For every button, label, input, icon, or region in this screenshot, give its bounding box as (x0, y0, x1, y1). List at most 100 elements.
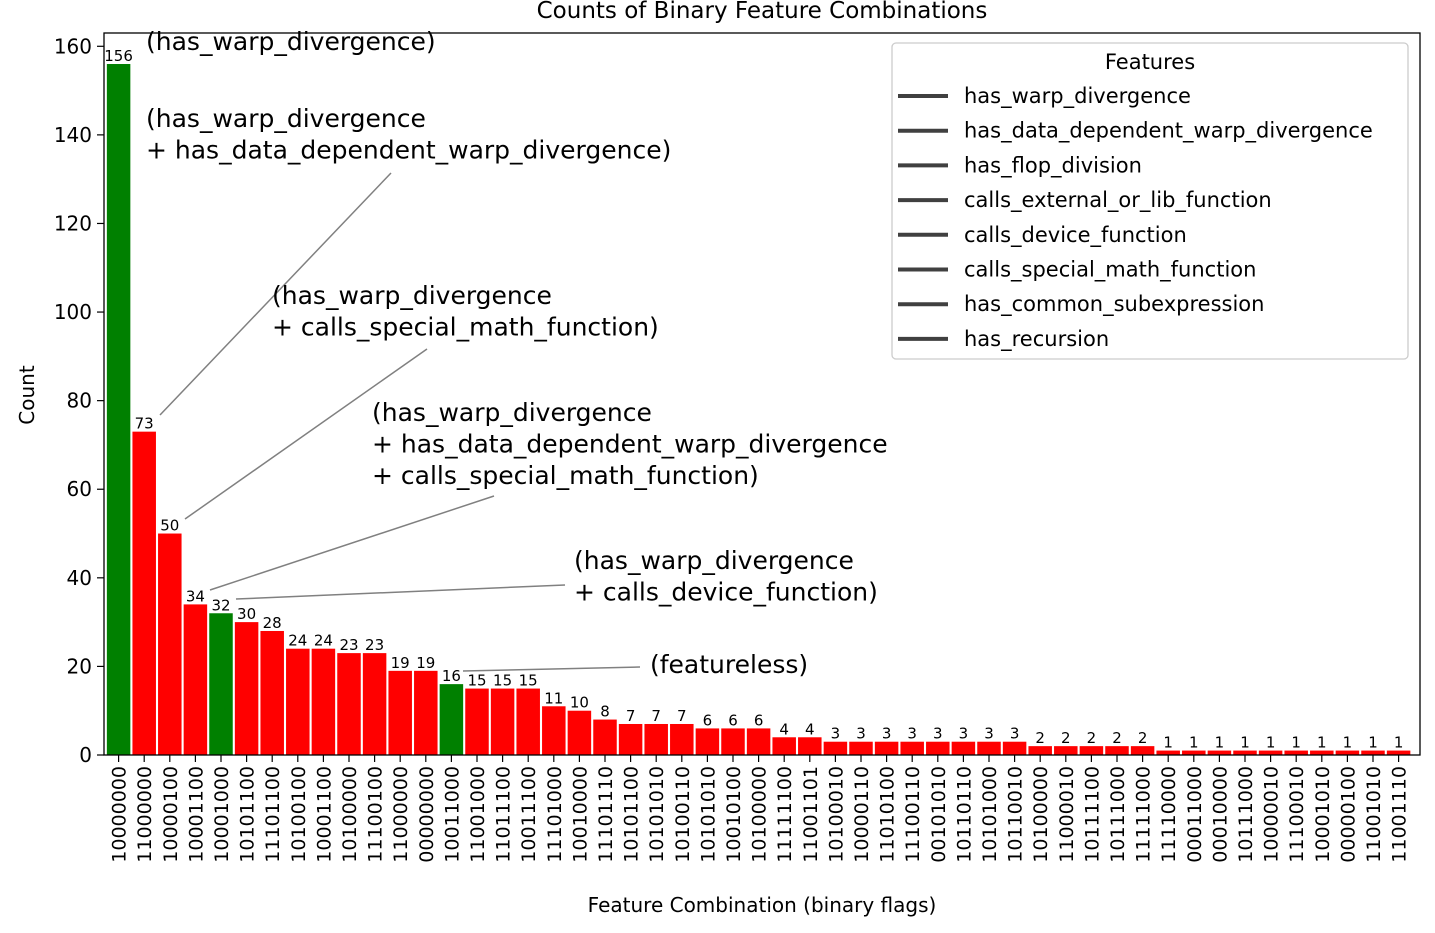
bar-15 (490, 688, 515, 755)
bar-value-label-28: 3 (831, 725, 841, 743)
bar-value-label-23: 6 (703, 711, 713, 729)
x-tick-label-3: 10001100 (185, 766, 207, 863)
x-tick-label-20: 10101100 (621, 766, 643, 863)
bar-11 (388, 670, 412, 755)
x-tick-label-22: 10100110 (672, 766, 694, 863)
bar-17 (542, 706, 566, 755)
x-tick-label-7: 10100100 (288, 766, 310, 863)
bar-value-label-11: 19 (391, 654, 410, 672)
bar-value-label-3: 34 (186, 587, 205, 605)
bar-value-label-46: 1 (1291, 734, 1301, 752)
bar-47 (1310, 750, 1334, 755)
x-tick-label-40: 11111000 (1133, 766, 1155, 863)
annotation-3-line-1: + has_data_dependent_warp_divergence (372, 430, 888, 459)
bar-45 (1258, 750, 1283, 755)
legend-entry-3: calls_external_or_lib_function (964, 188, 1272, 213)
bar-24 (721, 728, 745, 755)
legend: Features has_warp_divergence has_data_dep… (891, 42, 1409, 360)
bar-value-label-9: 23 (339, 636, 358, 654)
y-axis: 0 20 40 60 80 100 120 140 160 (54, 34, 104, 767)
legend-entry-4: calls_device_function (964, 223, 1187, 248)
bars-layer (106, 64, 1411, 755)
bar-28 (823, 741, 848, 755)
x-tick-label-8: 10001100 (313, 766, 335, 863)
bar-2 (158, 533, 182, 755)
annotation-0-line-0: (has_warp_divergence) (146, 27, 436, 56)
bar-value-label-29: 3 (856, 725, 866, 743)
annotation-4-line-0: (has_warp_divergence (574, 546, 854, 575)
bar-8 (311, 648, 336, 755)
legend-entry-1: has_data_dependent_warp_divergence (964, 119, 1373, 144)
x-tick-label-14: 11001000 (467, 766, 489, 863)
x-tick-label-18: 10010000 (569, 766, 591, 863)
bar-33 (951, 741, 976, 755)
x-tick-label-0: 10000000 (109, 766, 131, 863)
x-tick-label-32: 00101010 (928, 766, 950, 863)
x-tick-label-34: 10101000 (979, 766, 1001, 863)
bar-value-label-22: 7 (677, 707, 687, 725)
x-tick-label-5: 10101100 (237, 766, 259, 863)
bar-value-label-43: 1 (1215, 734, 1225, 752)
x-tick-label-27: 11001101 (800, 766, 822, 863)
legend-entry-6: has_common_subexpression (964, 292, 1264, 317)
bar-value-label-20: 7 (626, 707, 636, 725)
bar-value-label-37: 2 (1061, 729, 1071, 747)
bar-42 (1182, 750, 1206, 755)
legend-entry-5: calls_special_math_function (964, 258, 1256, 283)
x-tick-label-24: 10010100 (723, 766, 745, 863)
x-axis-title: Feature Combination (binary flags) (588, 893, 937, 917)
x-tick-label-16: 10011100 (518, 766, 540, 863)
x-tick-label-21: 10101010 (646, 766, 668, 863)
bar-12 (414, 670, 438, 755)
legend-title: Features (1105, 50, 1195, 74)
x-tick-label-6: 11101100 (262, 766, 284, 863)
bar-5 (234, 622, 259, 755)
bar-32 (926, 741, 950, 755)
bar-38 (1079, 746, 1104, 755)
legend-entry-7: has_recursion (964, 327, 1109, 352)
bar-value-label-6: 28 (263, 614, 282, 632)
bar-value-label-16: 15 (519, 672, 538, 690)
bar-value-label-30: 3 (882, 725, 892, 743)
bar-4 (209, 613, 233, 755)
bar-value-label-10: 23 (365, 636, 384, 654)
y-tick-label-60: 60 (67, 477, 92, 501)
annotation-1-line-0: (has_warp_divergence (146, 104, 426, 133)
x-tick-label-42: 00011000 (1184, 766, 1206, 863)
bar-value-label-45: 1 (1266, 734, 1276, 752)
bar-value-label-24: 6 (728, 711, 738, 729)
annotation-connector-3 (209, 495, 495, 591)
plot-frame (103, 32, 1421, 756)
bar-value-label-0: 156 (104, 47, 133, 65)
x-tick-label-49: 11001010 (1363, 766, 1385, 863)
annotation-5-line-0: (featureless) (650, 650, 808, 679)
bar-27 (798, 737, 822, 755)
bar-35 (1002, 741, 1027, 755)
bar-value-label-39: 2 (1112, 729, 1122, 747)
bar-36 (1028, 746, 1052, 755)
bar-34 (977, 741, 1001, 755)
annotation-1-line-1: + has_data_dependent_warp_divergence) (146, 136, 671, 165)
x-tick-label-46: 11100010 (1286, 766, 1308, 863)
bar-value-label-25: 6 (754, 711, 764, 729)
x-tick-label-1: 11000000 (134, 766, 156, 863)
x-tick-label-23: 10101010 (697, 766, 719, 863)
annotation-3-line-0: (has_warp_divergence (372, 398, 652, 427)
x-tick-label-45: 10000010 (1261, 766, 1283, 863)
x-tick-label-10: 11100100 (365, 766, 387, 863)
bar-1 (132, 431, 156, 755)
bar-48 (1335, 750, 1360, 755)
bar-value-label-33: 3 (959, 725, 969, 743)
bar-18 (567, 710, 592, 755)
bar-value-label-36: 2 (1035, 729, 1045, 747)
bar-value-label-19: 8 (600, 703, 610, 721)
x-tick-label-9: 10100000 (339, 766, 361, 863)
y-tick-label-100: 100 (54, 300, 92, 324)
annotation-connector-5 (462, 666, 641, 672)
x-tick-label-43: 00010000 (1209, 766, 1231, 863)
bar-37 (1054, 746, 1078, 755)
bar-9 (337, 653, 361, 755)
legend-entry-0: has_warp_divergence (964, 84, 1191, 109)
